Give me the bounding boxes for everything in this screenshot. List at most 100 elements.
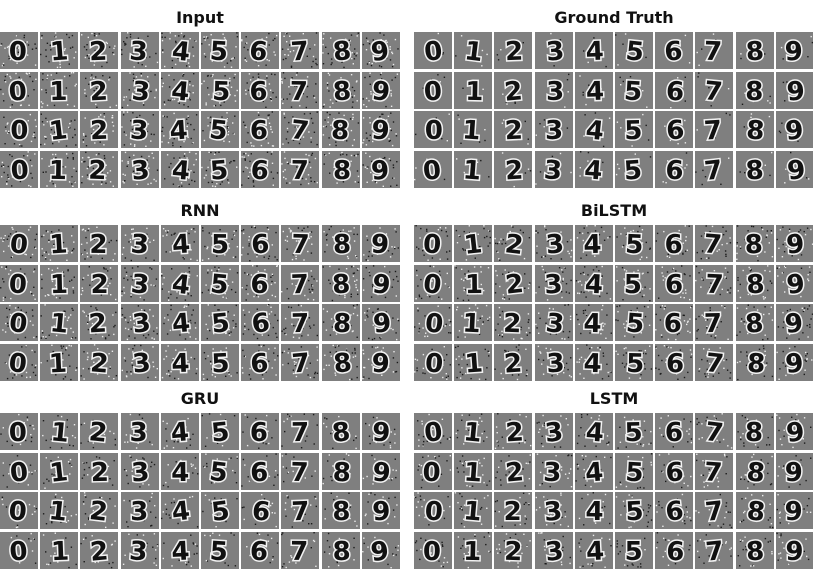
noise-pixel [354,355,355,356]
noise-pixel [807,336,808,337]
digit-image: 44 [575,72,613,109]
noise-pixel [46,478,47,479]
noise-pixel [6,266,7,267]
noise-pixel [662,305,663,306]
noise-pixel [484,140,485,141]
noise-pixel [646,242,647,243]
noise-pixel [71,345,72,346]
noise-pixel [114,326,115,327]
noise-pixel [528,322,529,323]
noise-pixel [353,58,354,59]
noise-pixel [620,127,621,128]
noise-pixel [272,367,273,368]
noise-pixel [237,272,238,273]
noise-pixel [48,61,49,62]
noise-pixel [782,362,783,363]
noise-pixel [193,129,194,130]
digit-glyph: 4 [585,37,604,68]
noise-pixel [163,484,164,485]
noise-pixel [285,169,286,170]
noise-pixel [121,369,122,370]
noise-pixel [271,283,272,284]
digit-glyph: 1 [50,269,69,299]
noise-pixel [274,38,275,39]
noise-pixel [689,298,690,299]
noise-pixel [245,127,246,128]
noise-pixel [205,102,206,103]
noise-pixel [345,453,346,454]
noise-pixel [314,325,315,326]
noise-pixel [109,76,110,77]
noise-pixel [71,183,72,184]
noise-pixel [7,317,8,318]
noise-pixel [153,331,154,332]
noise-pixel [503,239,504,240]
noise-pixel [109,335,110,336]
noise-pixel [416,269,417,270]
noise-pixel [354,48,355,49]
digit-glyph: 1 [48,457,69,489]
noise-pixel [195,327,196,328]
digit-glyph: 2 [90,348,110,379]
noise-pixel [769,280,770,281]
noise-pixel [195,338,196,339]
noise-pixel [2,161,3,162]
noise-pixel [271,153,272,154]
noise-pixel [86,95,87,96]
noise-pixel [331,62,332,63]
noise-pixel [153,240,154,241]
noise-pixel [43,124,44,125]
noise-pixel [314,443,315,444]
noise-pixel [164,103,165,104]
noise-pixel [458,345,459,346]
noise-pixel [647,306,648,307]
noise-pixel [45,336,46,337]
digit-image: 22 [80,72,118,109]
noise-pixel [580,333,581,334]
noise-pixel [539,171,540,172]
noise-pixel [623,245,624,246]
noise-pixel [281,291,282,292]
noise-pixel [606,363,607,364]
noise-pixel [777,275,778,276]
noise-pixel [328,90,329,91]
noise-pixel [43,420,44,421]
noise-pixel [690,349,691,350]
noise-pixel [528,313,529,314]
noise-pixel [69,345,70,346]
noise-pixel [201,167,202,168]
noise-pixel [461,367,462,368]
noise-pixel [727,243,728,244]
noise-pixel [215,152,216,153]
noise-pixel [129,455,130,456]
noise-pixel [782,58,783,59]
noise-pixel [449,320,450,321]
noise-pixel [282,49,283,50]
noise-pixel [529,327,530,328]
noise-pixel [500,315,501,316]
noise-pixel [43,235,44,236]
digit-glyph: 0 [422,155,443,187]
noise-pixel [3,100,4,101]
noise-pixel [75,144,76,145]
noise-pixel [271,73,272,74]
noise-pixel [397,319,398,320]
noise-pixel [690,307,691,308]
noise-pixel [736,245,737,246]
noise-pixel [72,308,73,309]
noise-pixel [169,251,170,252]
digit-glyph: 4 [171,229,191,260]
noise-pixel [329,351,330,352]
noise-pixel [124,151,125,152]
noise-pixel [535,135,536,136]
noise-pixel [685,292,686,293]
noise-pixel [94,344,95,345]
noise-pixel [24,35,25,36]
digit-glyph: 2 [504,229,526,261]
noise-pixel [649,345,650,346]
noise-pixel [578,324,579,325]
digit-glyph: 0 [422,269,443,301]
